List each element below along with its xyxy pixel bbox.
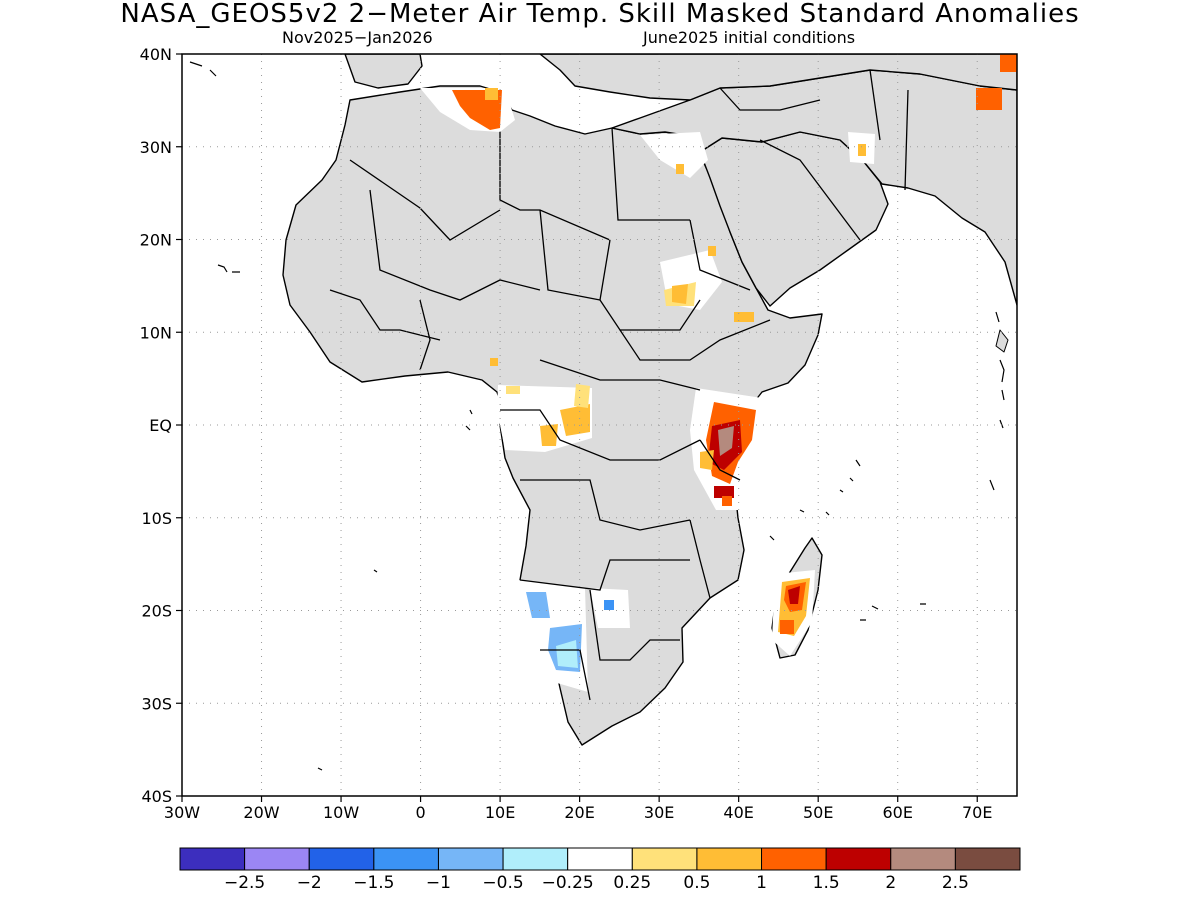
lon-label: 20E	[564, 803, 594, 822]
colorbar-label: −2.5	[224, 873, 265, 893]
colorbar-label: −0.25	[542, 873, 594, 893]
initial-conditions-subtitle: June2025 initial conditions	[643, 28, 856, 47]
colorbar-label: 1.5	[813, 873, 840, 893]
lat-label: 20N	[140, 231, 172, 250]
colorbar-label: 0.25	[613, 873, 651, 893]
map-title: NASA_GEOS5v2 2−Meter Air Temp. Skill Mas…	[120, 0, 1080, 29]
colorbar-swatch	[308, 847, 375, 871]
lat-label: 10N	[140, 323, 172, 342]
lat-label: 40N	[140, 45, 172, 64]
lon-label: 10W	[323, 803, 359, 822]
europe-land	[539, 54, 1017, 101]
colorbar-swatch	[437, 847, 504, 871]
colorbar-swatch	[244, 847, 310, 871]
lat-label: 10S	[141, 509, 172, 528]
anomaly-cells	[452, 54, 1017, 672]
colorbar-swatch	[567, 847, 633, 871]
colorbar-swatch	[631, 847, 698, 871]
lat-label: 40S	[141, 787, 172, 806]
lon-label: 60E	[882, 803, 912, 822]
lon-label: 10E	[485, 803, 515, 822]
lon-label: 0	[415, 803, 425, 822]
lat-label: 30S	[141, 694, 172, 713]
colorbar-swatch	[761, 847, 827, 871]
colorbar-label: −0.5	[482, 873, 523, 893]
colorbar-label: 2.5	[942, 873, 969, 893]
colorbar-swatch	[890, 847, 956, 871]
lon-label: 40E	[723, 803, 753, 822]
lat-label: EQ	[149, 416, 172, 435]
colorbar-swatch	[179, 847, 246, 871]
longitude-labels: 30W 20W 10W 0 10E 20E 30E 40E 50E 60E 70E	[164, 803, 993, 822]
small-islands	[189, 61, 1005, 771]
latitude-labels: 40N 30N 20N 10N EQ 10S 20S 30S 40S	[140, 45, 172, 806]
lon-label: 30E	[644, 803, 674, 822]
colorbar	[179, 847, 1021, 871]
axis-ticks	[176, 53, 978, 802]
colorbar-labels: −2.5 −2 −1.5 −1 −0.5 −0.25 0.25 0.5 1 1.5 2 2.5	[224, 873, 969, 893]
colorbar-swatch	[696, 847, 763, 871]
colorbar-label: −1	[426, 873, 451, 893]
colorbar-swatch	[373, 847, 439, 871]
colorbar-swatch	[954, 847, 1021, 871]
lon-label: 30W	[164, 803, 200, 822]
colorbar-label: −2	[297, 873, 322, 893]
lat-label: 20S	[141, 602, 172, 621]
colorbar-label: −1.5	[353, 873, 394, 893]
season-subtitle: Nov2025−Jan2026	[282, 28, 433, 47]
colorbar-swatch	[502, 847, 569, 871]
map-grid	[182, 54, 1017, 796]
lon-label: 70E	[962, 803, 992, 822]
sri-lanka-land	[995, 329, 1009, 353]
lat-label: 30N	[140, 138, 172, 157]
iberia-land	[344, 54, 423, 89]
colorbar-label: 1	[756, 873, 767, 893]
lon-label: 50E	[803, 803, 833, 822]
colorbar-label: 2	[885, 873, 896, 893]
colorbar-swatch	[825, 847, 892, 871]
lon-label: 20W	[243, 803, 279, 822]
colorbar-label: 0.5	[683, 873, 710, 893]
